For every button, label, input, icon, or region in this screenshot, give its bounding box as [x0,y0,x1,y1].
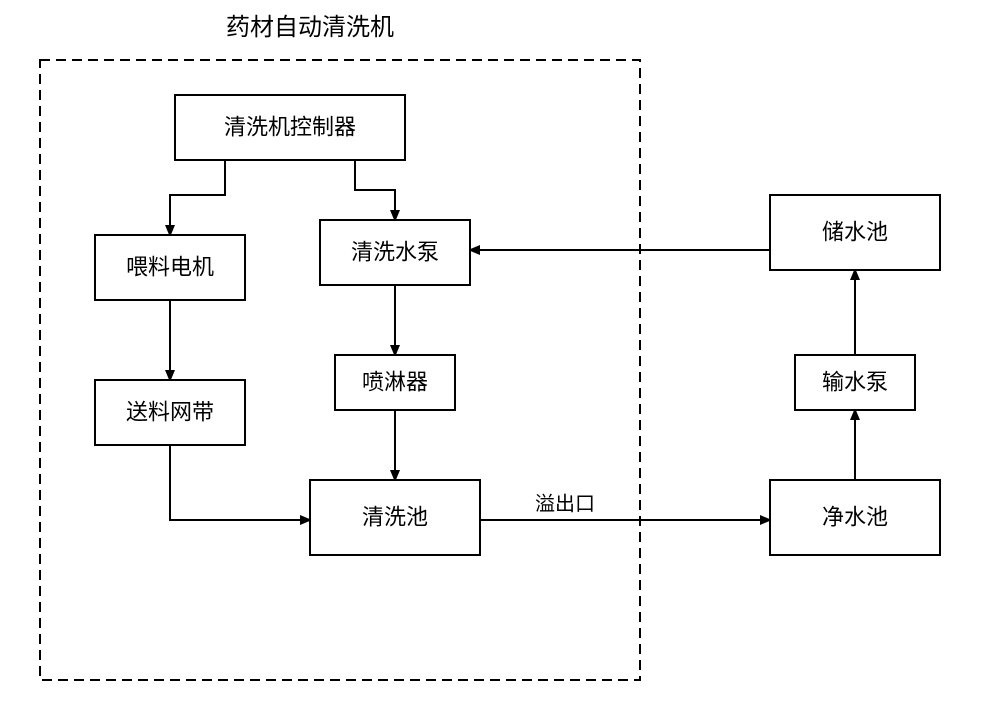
diagram-title: 药材自动清洗机 [226,14,394,41]
edges-group: 溢出口 [170,160,855,520]
node-feed_motor: 喂料电机 [95,235,245,300]
node-wash_tank-label: 清洗池 [362,504,428,529]
edge-label-wash_tank-to-clean_tank: 溢出口 [535,492,595,515]
node-controller-label: 清洗机控制器 [224,114,356,139]
node-clean_tank: 净水池 [770,480,940,555]
node-water_pump: 输水泵 [795,355,915,410]
node-feed_belt-label: 送料网带 [126,399,214,424]
node-wash_tank: 清洗池 [310,480,480,555]
node-sprayer: 喷淋器 [335,355,455,410]
node-wash_pump: 清洗水泵 [320,220,470,285]
node-sprayer-label: 喷淋器 [362,369,428,394]
edge-controller-to-wash_pump [355,160,395,220]
flow-diagram: 药材自动清洗机溢出口 清洗机控制器喂料电机 清洗水泵送料网带 喷淋器清洗池 储水池输水泵… [0,0,1000,705]
node-wash_pump-label: 清洗水泵 [351,239,439,264]
node-water_pump-label: 输水泵 [822,369,888,394]
node-controller: 清洗机控制器 [175,95,405,160]
node-feed_belt: 送料网带 [95,380,245,445]
edge-feed_belt-to-wash_tank [170,445,310,520]
node-reservoir: 储水池 [770,195,940,270]
node-feed_motor-label: 喂料电机 [126,254,214,279]
nodes-group: 清洗机控制器喂料电机 清洗水泵送料网带 喷淋器清洗池 储水池输水泵净水池 [95,95,940,555]
edge-controller-to-feed_motor [170,160,225,235]
node-reservoir-label: 储水池 [822,219,888,244]
node-clean_tank-label: 净水池 [822,504,888,529]
